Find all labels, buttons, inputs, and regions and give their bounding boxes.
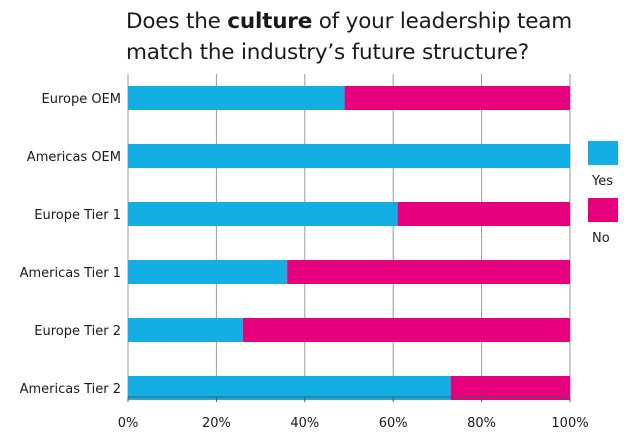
bar-segment-no xyxy=(397,202,570,226)
title-part: of your leadership team match the indust… xyxy=(126,9,573,65)
legend: Yes No xyxy=(588,141,618,246)
bar-segment-no xyxy=(287,260,570,284)
x-tick-label: 60% xyxy=(379,416,408,431)
category-label: Americas Tier 2 xyxy=(20,382,121,397)
bar-segment-no xyxy=(450,376,570,400)
legend-swatch xyxy=(588,141,618,165)
x-tick-label: 0% xyxy=(118,416,139,431)
bar-segment-no xyxy=(242,318,571,342)
x-tick-label: 100% xyxy=(551,416,588,431)
category-label: Americas OEM xyxy=(27,150,121,165)
legend-label: No xyxy=(592,231,610,246)
x-tick-label: 20% xyxy=(202,416,231,431)
category-label: Americas Tier 1 xyxy=(20,266,121,281)
legend-label: Yes xyxy=(591,174,613,189)
bar-segment-yes xyxy=(128,144,570,168)
chart-title: Does the culture of your leadership team… xyxy=(126,6,626,68)
gridlines xyxy=(127,74,571,397)
title-part: culture xyxy=(227,9,313,34)
bar-segment-yes xyxy=(128,86,345,110)
bar-segment-yes xyxy=(128,376,451,400)
category-label: Europe OEM xyxy=(41,92,121,107)
title-part: Does the xyxy=(126,9,228,34)
x-tick-label: 80% xyxy=(467,416,496,431)
bar-segment-yes xyxy=(128,202,398,226)
legend-swatch xyxy=(588,198,618,222)
bar-segment-yes xyxy=(128,260,288,284)
category-label: Europe Tier 1 xyxy=(34,208,121,223)
bars xyxy=(128,86,571,400)
x-tick-label: 40% xyxy=(290,416,319,431)
category-label: Europe Tier 2 xyxy=(34,324,121,339)
x-axis: 0% 20% 40% 60% 80% 100% xyxy=(118,396,589,431)
category-labels: Europe OEM Americas OEM Europe Tier 1 Ameri… xyxy=(20,92,121,397)
bar-segment-yes xyxy=(128,318,243,342)
bar-segment-no xyxy=(344,86,570,110)
